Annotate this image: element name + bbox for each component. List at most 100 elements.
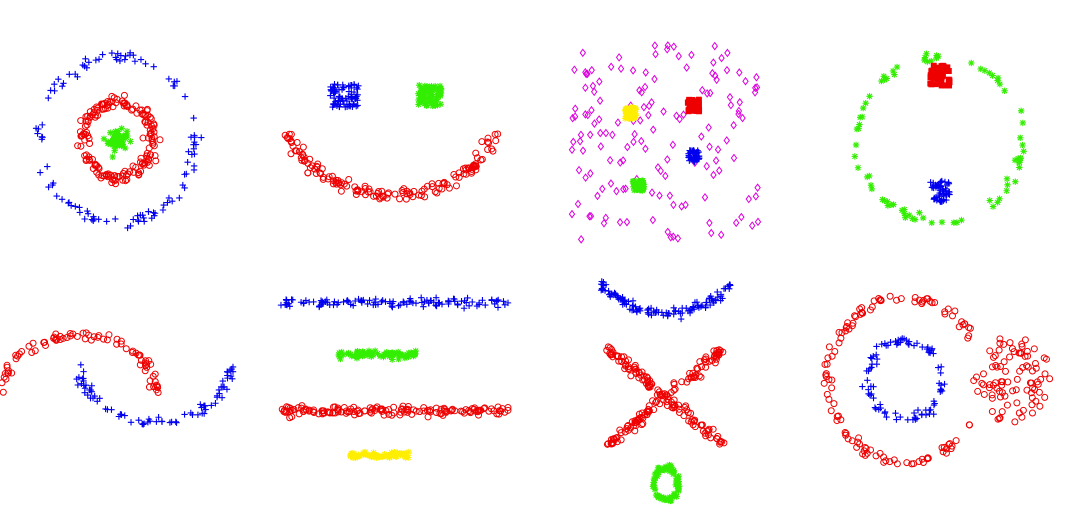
data-point bbox=[312, 169, 320, 177]
data-point bbox=[188, 151, 196, 158]
data-point bbox=[465, 302, 473, 309]
data-point bbox=[753, 72, 760, 82]
data-point bbox=[699, 85, 706, 95]
data-point bbox=[142, 60, 149, 68]
series-1 bbox=[597, 278, 734, 323]
data-point bbox=[662, 171, 669, 181]
series-4 bbox=[347, 448, 413, 462]
data-point bbox=[654, 163, 662, 172]
data-point bbox=[940, 196, 948, 203]
data-point bbox=[577, 130, 585, 140]
data-point bbox=[353, 186, 361, 194]
data-point bbox=[158, 418, 166, 425]
data-point bbox=[944, 305, 952, 313]
data-point bbox=[717, 292, 725, 300]
data-point bbox=[991, 352, 999, 360]
data-point bbox=[1014, 155, 1022, 162]
data-point bbox=[739, 113, 746, 123]
data-point bbox=[347, 301, 354, 308]
data-point bbox=[86, 156, 94, 164]
data-point bbox=[1019, 406, 1027, 414]
data-point bbox=[45, 94, 52, 102]
data-point bbox=[665, 310, 672, 317]
data-point bbox=[893, 416, 900, 423]
data-point bbox=[434, 92, 441, 100]
data-point bbox=[58, 196, 66, 203]
data-point bbox=[666, 496, 674, 504]
data-point bbox=[395, 302, 402, 309]
series-4 bbox=[685, 147, 703, 166]
data-point bbox=[864, 173, 871, 181]
data-point bbox=[81, 122, 89, 130]
data-point bbox=[645, 383, 653, 391]
data-point bbox=[656, 191, 663, 200]
data-point bbox=[669, 140, 677, 150]
data-point bbox=[139, 421, 147, 428]
data-point bbox=[60, 80, 67, 87]
data-point bbox=[1041, 370, 1049, 378]
data-point bbox=[945, 188, 953, 195]
data-point bbox=[1017, 107, 1025, 114]
data-point bbox=[999, 378, 1007, 386]
data-point bbox=[284, 403, 292, 411]
data-point bbox=[876, 401, 884, 408]
data-point bbox=[84, 112, 92, 120]
data-point bbox=[648, 188, 656, 197]
data-point bbox=[358, 188, 366, 196]
data-point bbox=[675, 51, 682, 61]
data-point bbox=[482, 301, 489, 309]
data-point bbox=[993, 384, 1001, 392]
data-point bbox=[911, 216, 919, 223]
data-point bbox=[706, 301, 714, 309]
data-point bbox=[123, 176, 131, 184]
data-point bbox=[996, 339, 1004, 347]
data-point bbox=[191, 132, 198, 139]
scatter-plot-7 bbox=[597, 278, 734, 505]
data-point bbox=[626, 115, 633, 122]
data-point bbox=[876, 297, 884, 305]
data-point bbox=[336, 103, 343, 111]
data-point bbox=[931, 195, 939, 203]
data-point bbox=[683, 63, 690, 72]
data-point bbox=[693, 155, 700, 162]
data-point bbox=[579, 48, 587, 58]
data-point bbox=[353, 353, 361, 360]
data-point bbox=[951, 307, 959, 315]
data-point bbox=[742, 76, 749, 86]
data-point bbox=[85, 135, 93, 143]
data-point bbox=[868, 364, 875, 371]
data-point bbox=[397, 408, 405, 416]
data-point bbox=[489, 147, 497, 155]
data-point bbox=[674, 474, 681, 481]
data-point bbox=[1046, 375, 1054, 383]
data-point bbox=[173, 419, 180, 426]
data-point bbox=[190, 114, 197, 122]
data-point bbox=[694, 365, 702, 373]
data-point bbox=[95, 332, 103, 340]
data-point bbox=[657, 166, 664, 176]
data-point bbox=[405, 353, 412, 361]
data-point bbox=[679, 304, 686, 312]
data-point bbox=[32, 125, 40, 132]
data-point bbox=[600, 218, 608, 228]
data-point bbox=[596, 96, 604, 106]
data-point bbox=[720, 439, 728, 447]
data-point bbox=[116, 57, 124, 65]
data-point bbox=[176, 194, 183, 202]
data-point bbox=[45, 183, 52, 191]
data-point bbox=[688, 50, 695, 60]
data-point bbox=[495, 410, 503, 418]
data-point bbox=[711, 359, 719, 367]
data-point bbox=[1016, 164, 1023, 171]
data-point bbox=[893, 63, 901, 71]
data-point bbox=[113, 95, 121, 103]
data-point bbox=[122, 177, 130, 185]
data-point bbox=[166, 419, 174, 426]
data-point bbox=[835, 328, 843, 336]
data-point bbox=[79, 61, 86, 69]
data-point bbox=[695, 372, 703, 380]
data-point bbox=[1013, 399, 1021, 407]
scatter-plot-3 bbox=[568, 41, 762, 244]
data-point bbox=[619, 298, 627, 306]
data-point bbox=[1019, 119, 1026, 127]
